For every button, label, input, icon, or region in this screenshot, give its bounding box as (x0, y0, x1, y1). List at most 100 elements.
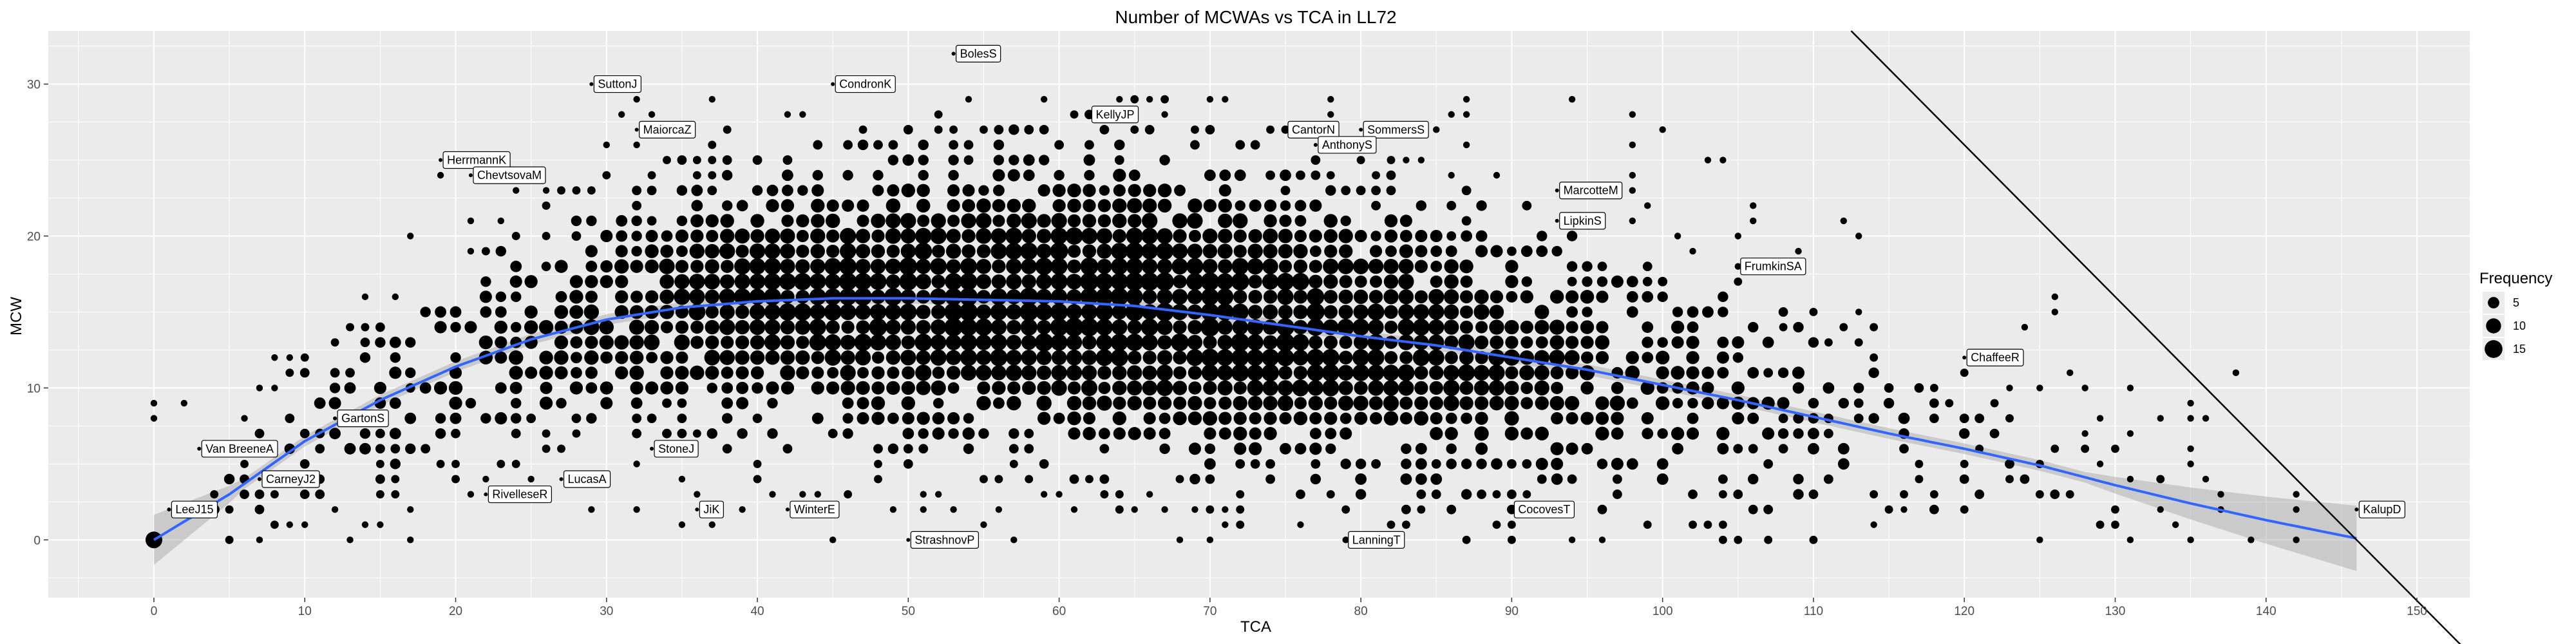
frequency-point (677, 398, 687, 408)
frequency-point (1307, 318, 1325, 336)
frequency-point (645, 290, 659, 304)
frequency-point (1642, 261, 1653, 272)
frequency-point (1522, 490, 1531, 499)
frequency-point (1005, 365, 1022, 381)
frequency-point (1113, 184, 1126, 197)
frequency-point (948, 155, 959, 166)
frequency-point (870, 258, 886, 274)
frequency-point (1505, 336, 1519, 349)
frequency-point (299, 368, 310, 378)
frequency-point (1687, 412, 1699, 424)
frequency-point (824, 303, 842, 321)
frequency-point (1217, 273, 1234, 290)
frequency-point (660, 366, 674, 379)
frequency-point (1416, 489, 1426, 499)
frequency-point (1731, 381, 1745, 395)
frequency-point (1217, 380, 1233, 396)
frequency-point (1549, 395, 1564, 411)
frequency-point (780, 350, 795, 365)
frequency-point (1066, 274, 1083, 290)
frequency-point (585, 245, 598, 258)
frequency-point (434, 321, 447, 334)
frequency-point (1236, 490, 1245, 499)
frequency-point (1718, 535, 1727, 544)
frequency-point (1233, 395, 1247, 411)
frequency-point (1293, 243, 1308, 259)
labeled-point-marker (589, 82, 594, 86)
frequency-point (1095, 288, 1113, 306)
frequency-point (1520, 245, 1533, 258)
frequency-point (1581, 442, 1593, 455)
frequency-point (782, 169, 793, 182)
frequency-point (1354, 275, 1367, 288)
frequency-point (482, 475, 489, 483)
frequency-point (145, 531, 162, 549)
frequency-point (1808, 428, 1819, 440)
frequency-point (1007, 213, 1021, 229)
frequency-point (1007, 395, 1021, 411)
frequency-point (812, 169, 823, 181)
frequency-point (511, 428, 521, 439)
frequency-point (886, 350, 901, 365)
frequency-point (614, 259, 629, 274)
frequency-point (1658, 276, 1668, 287)
frequency-point (1625, 351, 1639, 365)
frequency-point (1367, 365, 1385, 381)
frequency-point (1082, 335, 1097, 350)
frequency-point (660, 321, 674, 334)
frequency-point (1567, 276, 1577, 287)
frequency-point (450, 352, 461, 363)
frequency-point (1549, 319, 1565, 335)
frequency-point (1459, 381, 1473, 395)
frequency-point (510, 260, 522, 272)
x-tick-label: 120 (1954, 605, 1975, 618)
frequency-point (1444, 289, 1459, 305)
frequency-point (1278, 305, 1293, 319)
frequency-point (886, 274, 901, 289)
frequency-point (871, 229, 885, 243)
frequency-point (1975, 489, 1985, 499)
frequency-point (1372, 171, 1380, 180)
frequency-point (1686, 366, 1700, 379)
point-label-text: AnthonyS (1322, 138, 1372, 151)
frequency-point (857, 397, 869, 410)
frequency-point (690, 336, 704, 349)
frequency-point (930, 288, 947, 305)
frequency-point (1492, 520, 1501, 529)
frequency-point (1356, 156, 1365, 164)
frequency-point (842, 199, 855, 212)
frequency-point (449, 366, 462, 379)
frequency-point (902, 366, 915, 379)
frequency-point (813, 140, 823, 150)
point-label-box (699, 500, 724, 518)
frequency-point (1276, 333, 1295, 352)
frequency-point (478, 335, 493, 350)
frequency-point (872, 184, 884, 196)
frequency-point (1022, 381, 1036, 395)
frequency-point (527, 475, 535, 483)
frequency-point (766, 199, 779, 213)
x-tick-label: 0 (151, 605, 158, 618)
point-label-text: SommersS (1367, 123, 1425, 136)
frequency-point (976, 198, 991, 213)
frequency-point (585, 290, 598, 303)
frequency-point (1399, 229, 1412, 243)
frequency-point (1732, 336, 1745, 349)
frequency-point (1171, 258, 1188, 275)
frequency-point (920, 491, 927, 498)
frequency-point (1959, 474, 1969, 484)
frequency-point (1143, 427, 1156, 440)
frequency-point (1929, 383, 1938, 392)
frequency-point (389, 397, 401, 409)
frequency-point (1039, 124, 1049, 135)
frequency-point (1110, 272, 1128, 290)
frequency-point (647, 413, 657, 424)
frequency-point (571, 352, 582, 364)
frequency-point (1430, 473, 1443, 485)
frequency-point (676, 351, 688, 364)
frequency-point (976, 213, 992, 229)
frequency-point (1506, 459, 1517, 469)
frequency-point (1445, 412, 1457, 424)
frequency-point (511, 397, 522, 409)
x-tick-label: 70 (1203, 605, 1217, 618)
